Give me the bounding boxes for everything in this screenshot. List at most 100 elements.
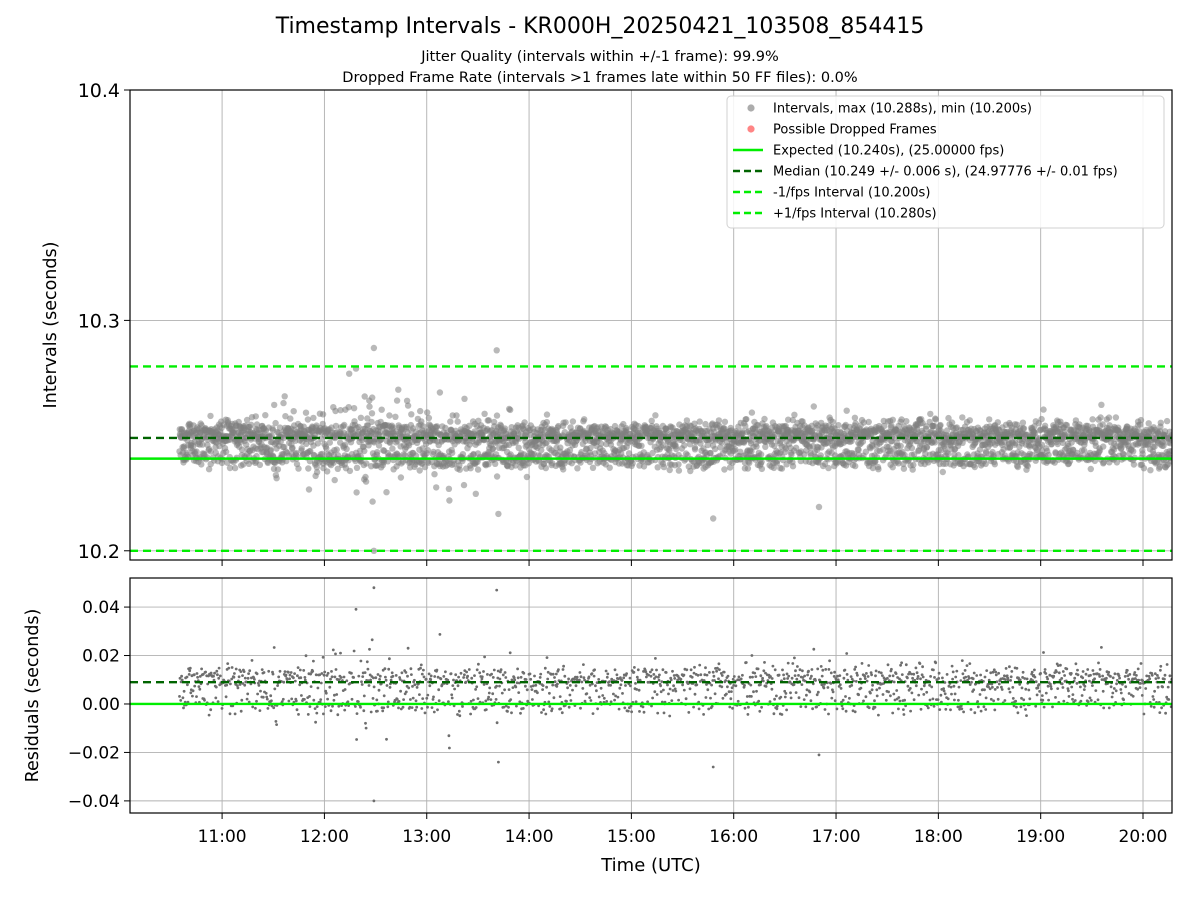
- residual-point: [777, 673, 781, 677]
- interval-point: [1140, 465, 1148, 472]
- residual-point: [193, 684, 197, 688]
- interval-point: [785, 416, 792, 423]
- residual-point: [794, 691, 798, 694]
- residual-point: [350, 671, 353, 675]
- interval-point: [543, 418, 550, 426]
- residual-point: [265, 697, 269, 701]
- residual-point: [240, 698, 244, 702]
- interval-point: [424, 409, 431, 416]
- residual-point: [960, 659, 964, 662]
- interval-point: [762, 443, 769, 450]
- residual-point: [696, 673, 700, 677]
- residual-point: [758, 709, 762, 713]
- residual-point: [616, 695, 620, 699]
- residual-point: [414, 708, 417, 712]
- residual-point: [406, 646, 410, 650]
- residual-point: [821, 668, 825, 672]
- residual-point: [201, 672, 205, 676]
- interval-point: [566, 446, 574, 454]
- residual-point: [188, 669, 192, 673]
- residual-point: [968, 683, 972, 686]
- residual-point: [433, 675, 437, 678]
- residual-point: [278, 669, 282, 673]
- interval-point: [446, 497, 453, 504]
- residual-point: [798, 668, 802, 672]
- interval-point: [378, 406, 385, 413]
- residual-point: [360, 680, 363, 684]
- residual-point: [234, 667, 238, 671]
- interval-point: [493, 347, 500, 354]
- interval-point: [589, 464, 597, 471]
- interval-point: [369, 498, 376, 505]
- residual-point: [555, 685, 559, 688]
- residual-point: [352, 649, 356, 653]
- residual-point: [456, 713, 459, 716]
- residual-point: [816, 690, 820, 694]
- residual-point: [314, 673, 318, 677]
- residual-point: [260, 668, 264, 671]
- residual-point: [958, 707, 961, 711]
- residual-point: [382, 706, 386, 710]
- residual-point: [985, 669, 989, 672]
- residual-point: [419, 663, 423, 667]
- interval-point: [927, 410, 934, 418]
- residual-point: [912, 698, 916, 702]
- residual-point: [838, 674, 842, 677]
- residual-point: [354, 607, 358, 611]
- interval-point: [1130, 448, 1137, 455]
- residual-point: [561, 668, 565, 671]
- residual-point: [772, 712, 776, 716]
- residual-point: [751, 675, 754, 679]
- interval-point: [419, 445, 426, 452]
- residual-point: [387, 667, 391, 671]
- residual-point: [318, 700, 322, 704]
- interval-point: [1118, 445, 1125, 452]
- residual-point: [920, 673, 924, 677]
- residual-point: [871, 683, 874, 687]
- residual-point: [566, 686, 569, 690]
- interval-point: [445, 485, 453, 492]
- interval-point: [431, 471, 438, 478]
- residual-point: [504, 676, 508, 679]
- interval-point: [507, 406, 514, 414]
- residual-point: [469, 699, 473, 703]
- residual-point: [328, 685, 332, 689]
- residual-point: [961, 672, 965, 676]
- residual-point: [662, 688, 665, 692]
- residual-point: [323, 670, 327, 674]
- residual-point: [655, 693, 659, 696]
- residual-point: [646, 700, 649, 704]
- residual-point: [475, 668, 479, 672]
- residual-point: [984, 696, 988, 700]
- interval-point: [1014, 463, 1022, 471]
- residual-point: [659, 684, 662, 688]
- residual-point: [809, 699, 813, 703]
- residual-point: [849, 675, 853, 678]
- residual-point: [609, 683, 612, 687]
- residual-point: [408, 705, 412, 709]
- interval-point: [638, 442, 645, 449]
- residual-point: [494, 698, 498, 701]
- interval-point: [252, 413, 259, 420]
- residual-point: [195, 672, 199, 675]
- interval-point: [654, 464, 661, 471]
- residual-point: [932, 704, 936, 708]
- residual-point: [874, 669, 878, 673]
- interval-point: [697, 440, 704, 447]
- residual-point: [470, 676, 474, 680]
- residual-point: [674, 689, 678, 693]
- residual-point: [588, 683, 592, 687]
- residual-point: [782, 673, 785, 677]
- residual-point: [972, 671, 976, 675]
- residual-point: [539, 672, 543, 676]
- residual-point: [780, 713, 784, 716]
- residual-point: [875, 688, 879, 692]
- residual-point: [599, 686, 603, 690]
- interval-point: [253, 421, 261, 428]
- interval-point: [392, 413, 399, 420]
- residual-point: [622, 676, 626, 680]
- interval-point: [913, 437, 920, 445]
- residual-point: [318, 673, 322, 677]
- residual-point: [950, 692, 953, 696]
- interval-point: [881, 422, 888, 430]
